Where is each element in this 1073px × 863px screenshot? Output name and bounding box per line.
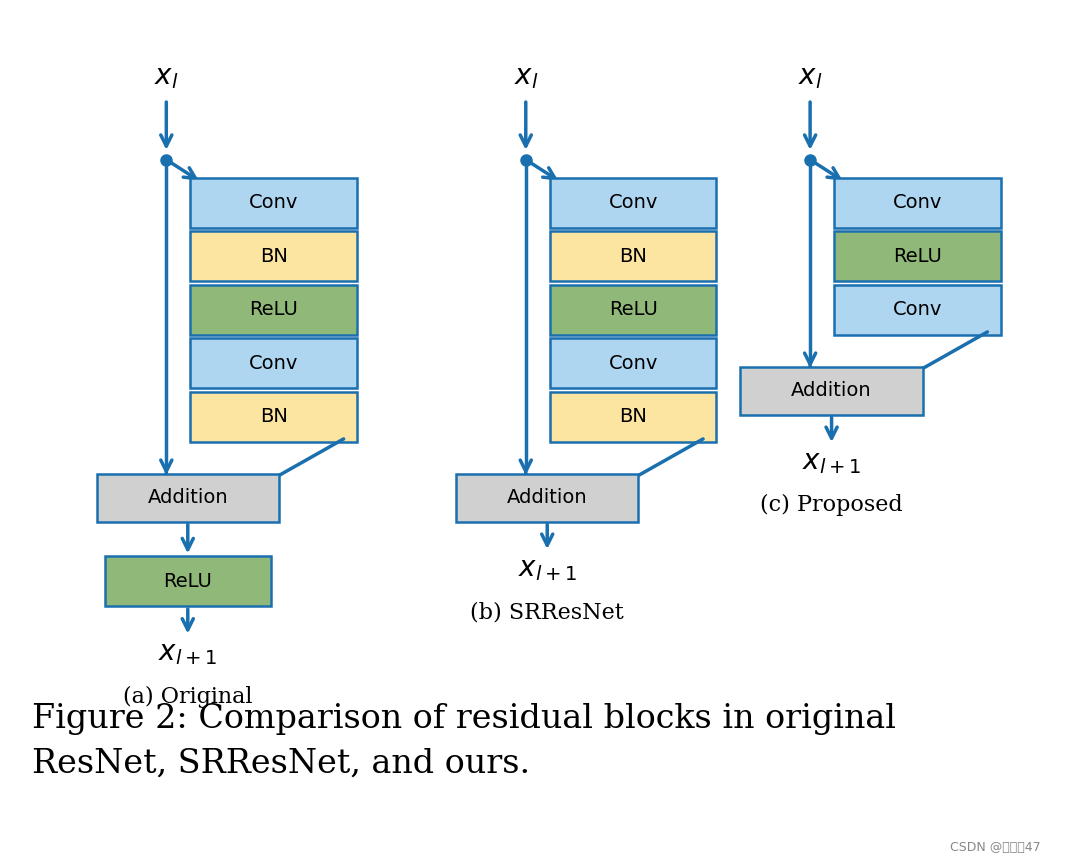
FancyBboxPatch shape	[549, 178, 717, 228]
Text: $x_{l+1}$: $x_{l+1}$	[159, 640, 217, 667]
Text: Conv: Conv	[893, 300, 942, 319]
Text: $x_l$: $x_l$	[514, 64, 538, 91]
FancyBboxPatch shape	[549, 338, 717, 388]
FancyBboxPatch shape	[190, 338, 356, 388]
Text: $x_{l+1}$: $x_{l+1}$	[518, 556, 576, 583]
FancyBboxPatch shape	[835, 231, 1000, 281]
Text: (c) Proposed: (c) Proposed	[760, 494, 903, 516]
Text: Addition: Addition	[791, 381, 872, 400]
FancyBboxPatch shape	[549, 285, 717, 335]
Text: $x_{l+1}$: $x_{l+1}$	[803, 449, 861, 476]
Text: ReLU: ReLU	[608, 300, 658, 319]
FancyBboxPatch shape	[97, 475, 279, 521]
Text: (a) Original: (a) Original	[123, 686, 252, 708]
FancyBboxPatch shape	[190, 231, 356, 281]
FancyBboxPatch shape	[835, 285, 1000, 335]
Text: Addition: Addition	[147, 488, 229, 507]
Text: BN: BN	[260, 247, 288, 266]
Text: Conv: Conv	[608, 193, 658, 212]
Text: Conv: Conv	[249, 193, 298, 212]
FancyBboxPatch shape	[549, 392, 717, 442]
Text: Conv: Conv	[608, 354, 658, 373]
Text: BN: BN	[619, 407, 647, 426]
FancyBboxPatch shape	[190, 392, 356, 442]
Text: Conv: Conv	[249, 354, 298, 373]
FancyBboxPatch shape	[456, 475, 638, 521]
Text: $x_l$: $x_l$	[798, 64, 822, 91]
Text: ReLU: ReLU	[893, 247, 942, 266]
Text: ReLU: ReLU	[163, 571, 212, 591]
Text: BN: BN	[260, 407, 288, 426]
FancyBboxPatch shape	[549, 231, 717, 281]
FancyBboxPatch shape	[104, 557, 270, 607]
Text: Addition: Addition	[506, 488, 588, 507]
FancyBboxPatch shape	[190, 285, 356, 335]
Text: ReLU: ReLU	[249, 300, 298, 319]
Text: Conv: Conv	[893, 193, 942, 212]
FancyBboxPatch shape	[835, 178, 1000, 228]
Text: CSDN @大笨钟47: CSDN @大笨钟47	[951, 841, 1041, 854]
FancyBboxPatch shape	[740, 368, 923, 415]
Text: $x_l$: $x_l$	[155, 64, 178, 91]
FancyBboxPatch shape	[190, 178, 356, 228]
Text: BN: BN	[619, 247, 647, 266]
Text: Figure 2: Comparison of residual blocks in original
ResNet, SRResNet, and ours.: Figure 2: Comparison of residual blocks …	[32, 703, 896, 780]
Text: (b) SRResNet: (b) SRResNet	[470, 602, 624, 623]
